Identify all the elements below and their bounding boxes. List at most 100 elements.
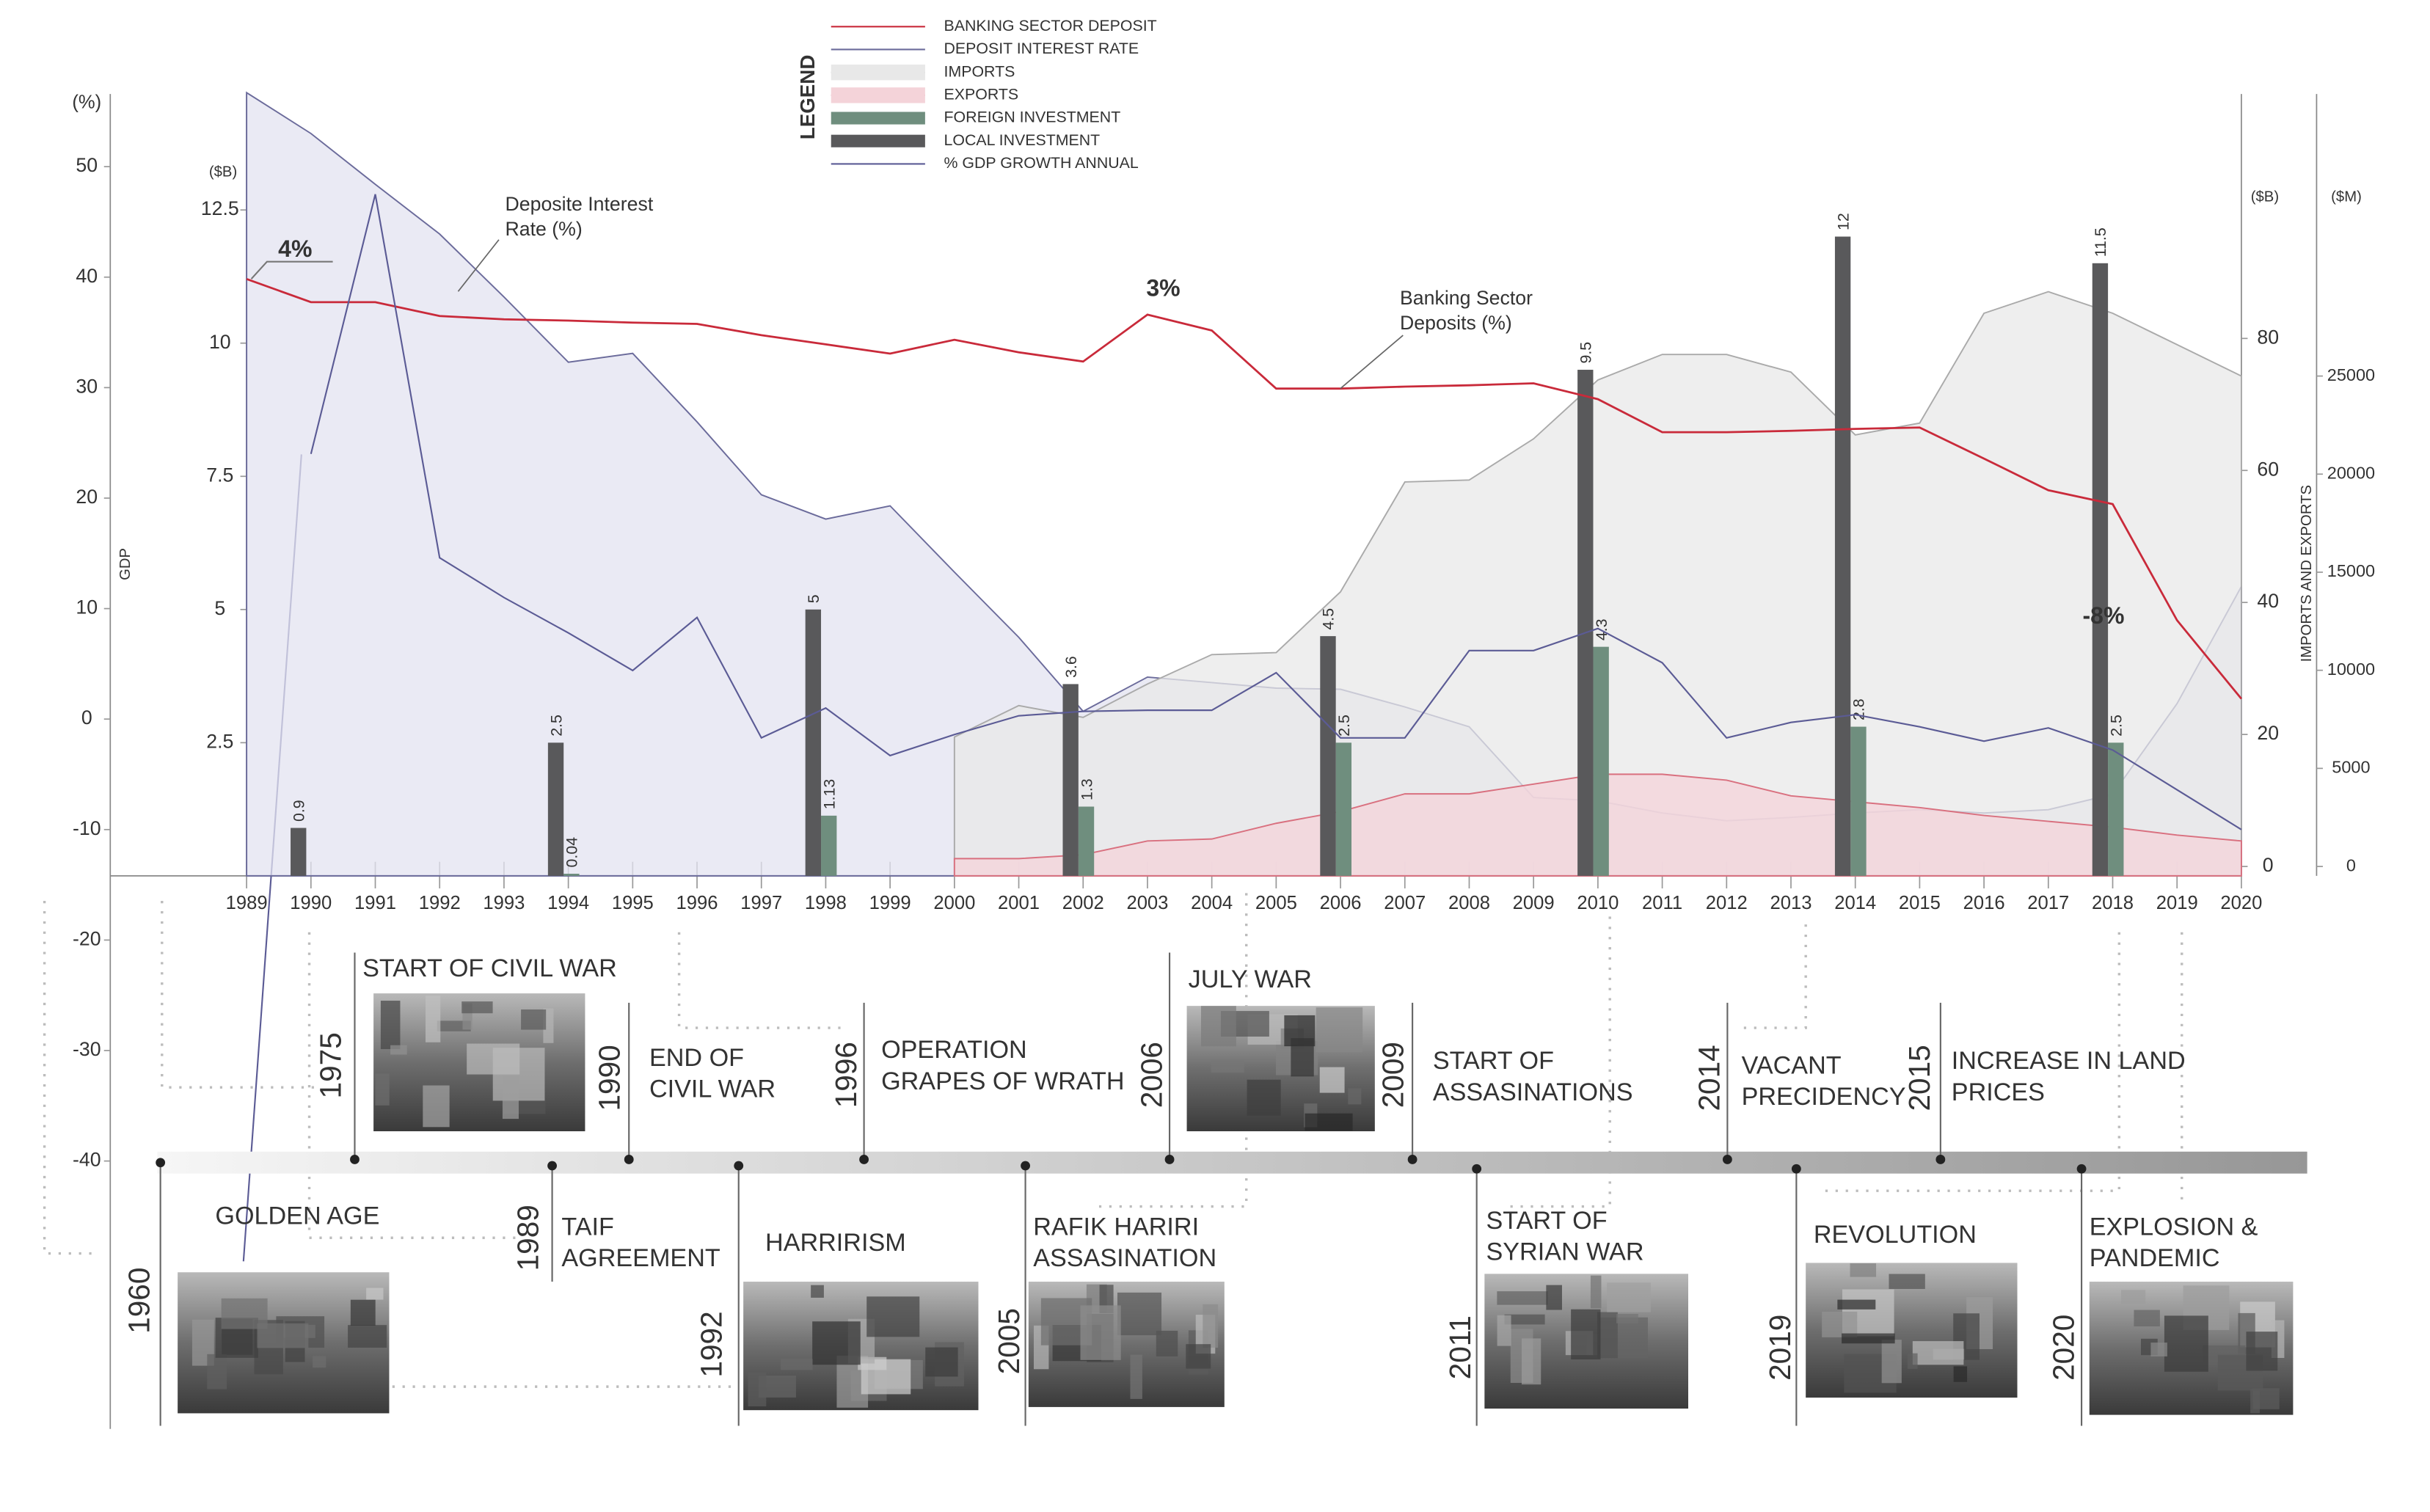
tick-label: 25000 [2327,365,2375,384]
tick-label: 5 [214,597,225,619]
photo-detail [1203,1304,1219,1348]
event-year: 2014 [1693,1045,1726,1111]
legend-swatch [831,112,925,125]
event-dot [1472,1164,1482,1174]
tick-label: 0 [2263,854,2274,876]
event-title: CIVIL WAR [649,1075,776,1103]
event-dot [1407,1155,1418,1164]
bar [547,742,564,876]
event-dot [547,1161,557,1171]
x-tick-label: 2009 [1513,893,1555,913]
photo-detail [1953,1366,1968,1382]
legend-label: BANKING SECTOR DEPOSIT [944,17,1157,34]
event-dot [624,1155,634,1164]
x-tick-label: 2000 [933,893,975,913]
event-title: VACANT [1742,1051,1842,1079]
area [953,291,2242,877]
x-tick-label: 2013 [1770,893,1811,913]
photo-detail [1597,1312,1618,1359]
event-title: PRECIDENCY [1742,1083,1906,1111]
tick-label: 10 [76,596,98,618]
legend-title: LEGEND [796,55,819,140]
event-title: PANDEMIC [2090,1244,2220,1272]
bar-value-label: 4.5 [1320,608,1338,630]
photo-detail [207,1354,227,1389]
x-tick-label: 1992 [419,893,461,913]
legend-swatch [831,64,925,81]
legend-swatch [831,87,925,103]
event-dot [1935,1155,1946,1164]
callout: Deposite Interest [506,193,654,215]
connectors [43,893,2183,1388]
event-title: OPERATION [881,1036,1027,1064]
photo-detail [375,1073,390,1106]
bar-value-label: 2.5 [2108,715,2126,737]
event-dot [859,1155,869,1164]
bar-value-label: 2.5 [547,715,565,737]
x-tick-label: 1991 [354,893,396,913]
event-year: 2019 [1763,1315,1797,1381]
event-title: START OF [1433,1047,1554,1075]
x-tick-label: 1993 [483,893,525,913]
bar [563,873,580,876]
tick-label: 20000 [2327,463,2375,482]
y-unit: (%) [72,92,101,113]
x-tick-label: 2012 [1706,893,1748,913]
x-tick-label: 2003 [1126,893,1168,913]
photo-detail [1497,1291,1548,1305]
bar [1335,742,1352,876]
x-tick-label: 2008 [1448,893,1490,913]
event-year: 2009 [1376,1042,1409,1108]
bar [1062,684,1079,876]
connector [161,901,314,1089]
photo-detail [1117,1292,1162,1336]
event-title: HARRIRISM [765,1229,906,1257]
event-title: START OF CIVIL WAR [362,954,617,982]
x-tick-label: 2017 [2027,893,2069,913]
y2-unit: ($B) [2251,189,2279,205]
tick-label: 40 [2257,590,2279,612]
tick-label: 30 [76,375,98,397]
event-title: EXPLOSION & [2090,1213,2258,1241]
bar [1834,236,1851,876]
tick-label: 80 [2257,326,2279,348]
event-title: PRICES [1952,1078,2045,1106]
tick-label: 0 [2346,855,2356,874]
event-title: GOLDEN AGE [215,1202,379,1230]
legend-label: IMPORTS [944,62,1015,80]
legend-label: DEPOSIT INTEREST RATE [944,40,1139,57]
photo-detail [2164,1315,2208,1372]
line [246,278,2242,700]
tick-label: 10 [209,331,231,353]
event-dot [1021,1161,1030,1171]
event-year: 2011 [1443,1315,1477,1379]
x-tick-label: 1990 [290,893,332,913]
bar-value-label: 0.9 [290,800,307,822]
photo-detail [2120,1290,2146,1304]
connector [677,932,847,1029]
tick-label: 7.5 [206,464,233,486]
event-title: TAIF [561,1213,613,1241]
x-tick-label: 1997 [740,893,782,913]
bar [1320,636,1336,876]
bar-value-label: 9.5 [1577,342,1595,364]
event-title: INCREASE IN LAND [1952,1047,2186,1075]
callout: Deposits (%) [1400,312,1512,334]
photo-detail [467,1043,520,1075]
photo-detail [925,1347,958,1377]
bar [1577,370,1594,876]
photo-detail [1247,1079,1281,1116]
tick-label: -30 [73,1038,101,1060]
bar-value-label: 3.6 [1062,656,1080,678]
event-year: 1960 [123,1268,156,1334]
photo-detail [350,1299,376,1326]
photo-detail [1889,1274,1925,1289]
photo-detail [1211,1060,1244,1073]
annotation-leader [250,260,333,280]
photo-detail [1837,1299,1876,1310]
event-year: 2006 [1134,1042,1168,1108]
tick-label: -40 [73,1149,101,1171]
tick-label: 12.5 [201,197,239,219]
photo-detail [1912,1341,1964,1365]
